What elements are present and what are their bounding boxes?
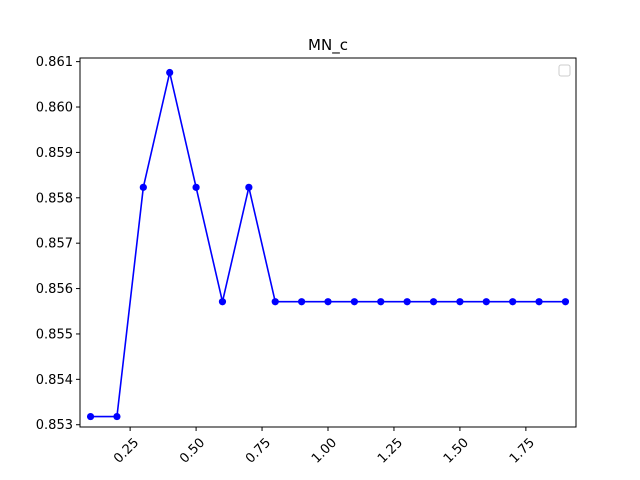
data-point (298, 298, 306, 306)
x-tick-label: 1.00 (309, 435, 340, 466)
axes: 0.853 0.854 0.855 0.856 0.857 0.858 0.859 0.860… (36, 55, 577, 467)
data-point (456, 298, 464, 306)
data-point (429, 298, 438, 306)
y-tick-label: 0.856 (36, 282, 73, 297)
x-tick-label: 0.75 (243, 435, 274, 466)
y-tick-label: 0.858 (36, 191, 73, 206)
y-tick-label: 0.860 (36, 101, 73, 116)
data-point (218, 298, 227, 306)
data-point (192, 183, 200, 191)
y-tick-label: 0.861 (36, 55, 73, 70)
data-point (350, 298, 358, 306)
y-tick-label: 0.853 (36, 418, 73, 433)
data-point (139, 183, 147, 191)
y-tick-label: 0.857 (36, 237, 73, 252)
data-point (166, 68, 174, 77)
x-tick-label: 1.50 (441, 435, 472, 466)
x-tick-label: 0.25 (111, 435, 142, 466)
data-point (377, 298, 385, 306)
data-point (113, 412, 121, 421)
y-tick-label: 0.855 (36, 327, 73, 342)
data-point (509, 298, 517, 306)
series-group (86, 68, 570, 421)
data-point (271, 298, 279, 306)
data-point (324, 298, 332, 306)
chart-title: MN_c (308, 36, 348, 55)
x-tick-label: 0.50 (177, 435, 208, 466)
y-tick-label: 0.859 (36, 146, 73, 161)
data-point (561, 298, 570, 306)
x-tick-label: 1.75 (507, 435, 538, 466)
data-point (535, 298, 543, 306)
x-tick-label: 1.25 (375, 435, 406, 466)
data-point (86, 412, 95, 421)
data-point (482, 298, 490, 306)
data-point (403, 298, 411, 306)
y-tick-label: 0.854 (36, 373, 73, 388)
legend-box (558, 64, 571, 77)
series-line (90, 71, 566, 418)
data-point (245, 183, 253, 191)
plot-frame (79, 57, 577, 428)
